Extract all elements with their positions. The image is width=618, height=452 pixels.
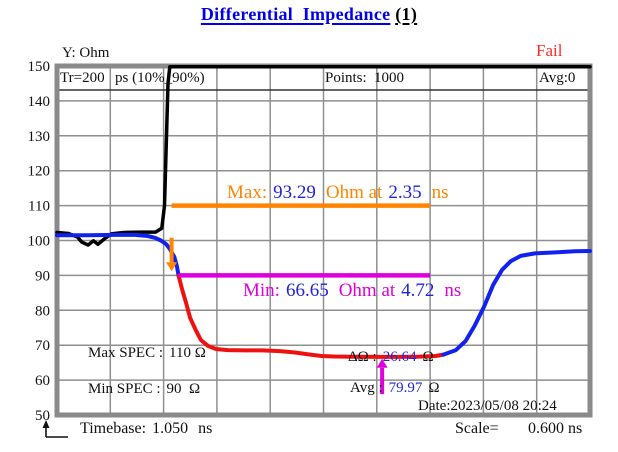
min-annotation: Min: 66.65 Ohm at 4.72 ns <box>243 280 462 302</box>
min-mid: Ohm at <box>338 280 396 301</box>
status-badge: Fail <box>536 41 563 60</box>
scale-label: Scale= <box>455 420 499 437</box>
min-value: 66.65 <box>285 280 329 301</box>
timebase-label: Timebase: <box>80 420 147 437</box>
max-spec-label: Max SPEC : <box>88 345 164 361</box>
min-time: 4.72 <box>401 280 435 301</box>
y-axis-title: Y: Ohm <box>62 45 110 61</box>
max-mid: Ohm at <box>325 182 383 203</box>
tr-detail: ps (10%_90%) <box>115 70 205 86</box>
date-stamp: Date:2023/05/08 20:24 <box>418 398 557 414</box>
y-tick-label: 140 <box>28 94 51 110</box>
y-tick-label: 80 <box>35 303 50 319</box>
y-tick-label: 120 <box>28 164 51 180</box>
y-tick-label: 110 <box>28 199 50 215</box>
min-spec-label: Min SPEC : <box>88 381 161 397</box>
max-marker-arrow-head <box>166 262 178 272</box>
avg-label: Avg : <box>350 380 383 396</box>
min-spec: Min SPEC : 90 Ω <box>88 381 200 398</box>
avg-value: 79.97 <box>388 380 423 396</box>
y-tick-label: 60 <box>35 373 50 389</box>
y-tick-label: 50 <box>35 408 50 424</box>
delta-unit: Ω <box>422 349 434 365</box>
timebase-origin-icon <box>42 420 50 428</box>
min-label: Min: <box>243 280 280 301</box>
delta-value: 26.64 <box>382 349 417 365</box>
title-index: (1) <box>395 4 418 24</box>
max-value: 93.29 <box>273 182 316 203</box>
max-label: Max: <box>227 182 268 203</box>
title-text: Differential Impedance <box>200 4 391 24</box>
max-annotation: Max: 93.29 Ohm at 2.35 ns <box>227 182 449 204</box>
max-spec-value: 110 Ω <box>169 345 206 361</box>
avg-count: Avg:0 <box>539 70 576 86</box>
scale-value: 0.600 ns <box>528 420 583 437</box>
tr-label: Tr=200 <box>60 70 105 86</box>
points-label: Points: <box>325 70 367 86</box>
min-unit: ns <box>444 280 462 301</box>
timebase-value: 1.050 <box>152 420 189 437</box>
delta-label: ΔΩ : <box>348 349 377 365</box>
max-unit: ns <box>431 182 449 203</box>
y-tick-label: 90 <box>35 268 50 284</box>
y-tick-label: 70 <box>35 338 50 354</box>
min-marker-arrow-head <box>376 358 388 368</box>
min-spec-value: 90 Ω <box>166 381 201 397</box>
y-tick-label: 150 <box>28 59 51 75</box>
avg-annotation: Avg : 79.97 Ω <box>350 380 440 397</box>
timebase-unit: ns <box>198 420 213 437</box>
max-spec: Max SPEC : 110 Ω <box>88 345 206 362</box>
y-tick-label: 100 <box>28 234 51 250</box>
avg-unit: Ω <box>428 380 440 396</box>
delta-annotation: ΔΩ : 26.64 Ω <box>348 349 434 366</box>
max-time: 2.35 <box>388 182 422 203</box>
trace-impedance-falling-blue <box>55 232 181 279</box>
page-title: Differential Impedance (1) <box>0 4 618 25</box>
trace-impedance-rising-blue <box>441 249 592 357</box>
trace-impedance-below-spec-red <box>176 274 446 359</box>
y-tick-label: 130 <box>28 129 51 145</box>
points-value: 1000 <box>374 70 404 86</box>
timebase-readout: Timebase: 1.050 ns <box>80 420 212 438</box>
